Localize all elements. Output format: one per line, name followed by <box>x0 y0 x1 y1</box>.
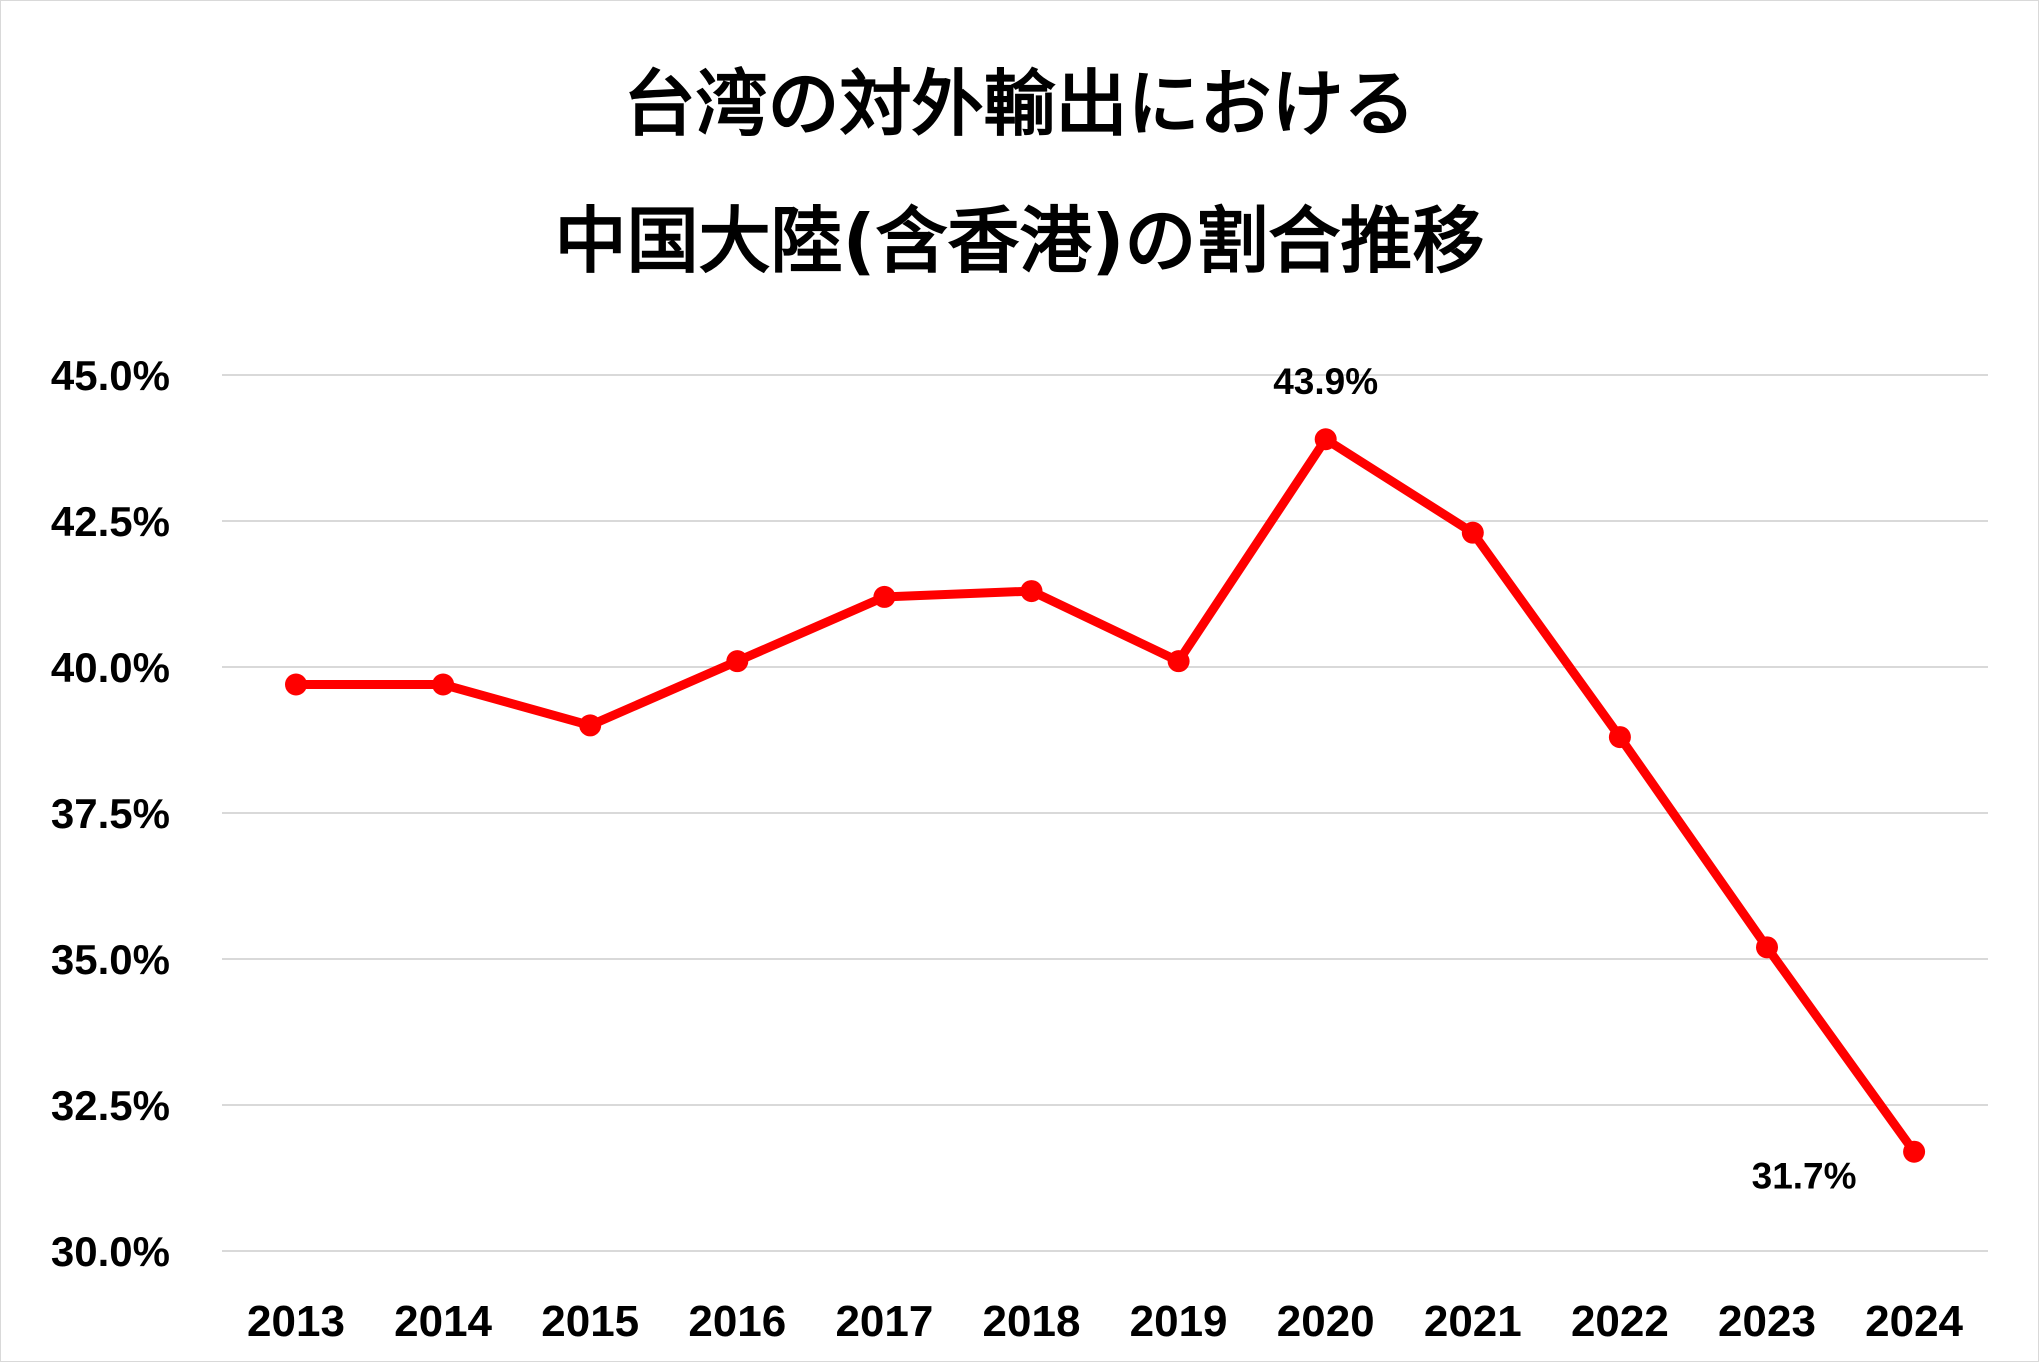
x-tick-label: 2014 <box>394 1297 492 1346</box>
data-point <box>285 673 307 696</box>
x-tick-label: 2019 <box>1130 1297 1228 1346</box>
y-tick-label: 35.0% <box>51 936 170 983</box>
data-point <box>1314 428 1337 451</box>
x-tick-label: 2016 <box>688 1297 786 1346</box>
data-point <box>1903 1140 1926 1163</box>
series-group <box>285 428 1926 1163</box>
x-tick-label: 2022 <box>1571 1297 1669 1346</box>
x-tick-label: 2018 <box>983 1297 1081 1346</box>
series-line <box>291 434 1919 1157</box>
y-tick-label: 30.0% <box>51 1228 170 1275</box>
y-tick-label: 45.0% <box>51 352 170 399</box>
chart-title-line-2: 中国大陸(含香港)の割合推移 <box>554 199 1485 283</box>
x-tick-label: 2021 <box>1424 1297 1522 1346</box>
y-tick-label: 37.5% <box>51 790 170 837</box>
gridlines <box>222 374 1988 1252</box>
data-point <box>579 714 602 737</box>
x-tick-label: 2020 <box>1277 1297 1375 1346</box>
x-tick-label: 2015 <box>541 1297 639 1346</box>
y-axis-ticks: 30.0% 32.5% 35.0% 37.5% 40.0% 42.5% 45.0% <box>51 352 170 1275</box>
x-tick-label: 2023 <box>1718 1297 1816 1346</box>
data-point <box>726 650 749 673</box>
data-point <box>1461 521 1484 544</box>
data-labels: 43.9% 31.7% <box>1273 361 1856 1196</box>
x-tick-label: 2013 <box>247 1297 345 1346</box>
y-tick-label: 32.5% <box>51 1082 170 1129</box>
data-point <box>1167 650 1190 673</box>
data-point <box>873 585 896 608</box>
x-axis-ticks: 2013 2014 2015 2016 2017 2018 2019 2020 2021 2022… <box>247 1297 1964 1346</box>
data-point <box>432 673 455 696</box>
x-tick-label: 2017 <box>835 1297 933 1346</box>
data-point <box>1020 580 1043 603</box>
chart-title-line-1: 台湾の対外輸出における <box>623 62 1416 146</box>
x-tick-label: 2024 <box>1865 1297 1963 1346</box>
data-point <box>1756 936 1778 959</box>
data-label: 43.9% <box>1273 361 1378 402</box>
data-point <box>1608 726 1631 749</box>
y-tick-label: 42.5% <box>51 498 170 545</box>
data-label: 31.7% <box>1752 1156 1857 1197</box>
y-tick-label: 40.0% <box>51 644 170 691</box>
